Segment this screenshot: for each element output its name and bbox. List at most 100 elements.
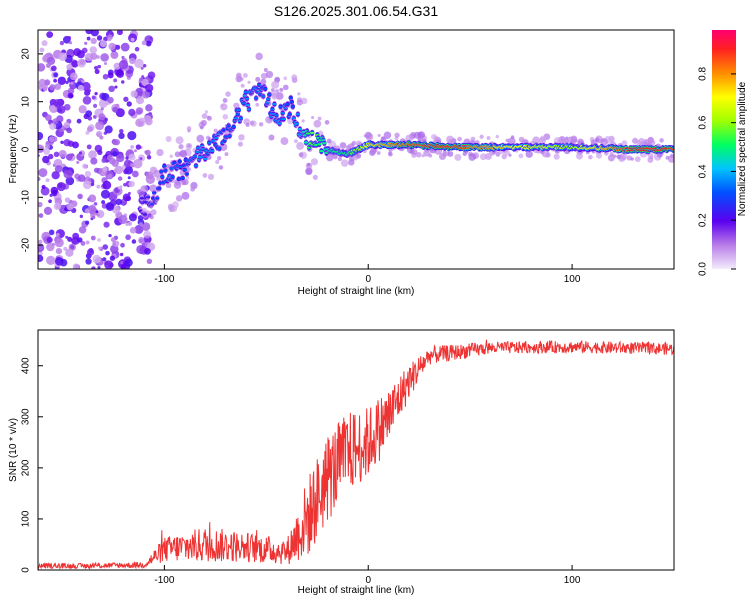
heatmap-noise-cell xyxy=(77,237,83,243)
heatmap-noise-cell xyxy=(134,58,144,69)
heatmap-noise-cell xyxy=(99,40,107,48)
heatmap-noise-cell xyxy=(59,40,65,46)
heatmap-ridge-cell xyxy=(214,136,219,140)
heatmap-noise-cell xyxy=(92,215,96,219)
snr-x-tick-label: -100 xyxy=(154,575,174,586)
heatmap-noise-cell xyxy=(41,184,46,190)
heatmap-noise-cell xyxy=(123,96,129,102)
heatmap-halo-cell xyxy=(139,222,143,227)
heatmap-noise-cell xyxy=(65,176,75,186)
heatmap-noise-cell xyxy=(105,250,110,256)
heatmap-halo-cell xyxy=(201,113,208,119)
heatmap-ridge-cell xyxy=(266,98,271,101)
heatmap-noise-cell xyxy=(77,84,85,92)
heatmap-noise-cell xyxy=(84,165,88,169)
heatmap-halo-cell xyxy=(670,153,674,158)
heatmap-halo-cell xyxy=(296,99,303,106)
heatmap-halo-cell xyxy=(415,151,422,158)
snr-y-tick-label: 300 xyxy=(21,408,32,425)
heatmap-noise-cell xyxy=(119,128,124,134)
heatmap-noise-cell xyxy=(116,30,123,36)
heatmap-halo-cell xyxy=(279,87,284,92)
heatmap-halo-cell xyxy=(187,167,192,171)
heatmap-noise-cell xyxy=(102,166,108,172)
heatmap-halo-cell xyxy=(363,134,367,138)
heatmap-noise-cell xyxy=(86,144,92,150)
heatmap-ridge-cell xyxy=(222,139,227,142)
spectrogram-heatmap xyxy=(38,30,674,269)
heatmap-noise-cell xyxy=(88,150,97,159)
spectrogram-y-tick-label: -10 xyxy=(21,190,32,205)
heatmap-halo-cell xyxy=(596,152,602,159)
heatmap-noise-cell xyxy=(40,186,50,196)
heatmap-ridge-cell xyxy=(267,93,272,96)
heatmap-noise-cell xyxy=(127,221,133,227)
heatmap-noise-cell xyxy=(104,125,113,134)
heatmap-halo-cell xyxy=(240,83,245,88)
heatmap-ridge-cell xyxy=(238,117,244,120)
heatmap-halo-cell xyxy=(280,137,289,145)
heatmap-noise-cell xyxy=(57,105,66,114)
heatmap-noise-cell xyxy=(54,165,63,173)
heatmap-halo-cell xyxy=(186,126,192,131)
heatmap-noise-cell xyxy=(93,167,100,173)
heatmap-noise-cell xyxy=(101,200,106,205)
heatmap-noise-cell xyxy=(141,40,147,46)
heatmap-noise-cell xyxy=(83,180,92,190)
heatmap-halo-cell xyxy=(216,156,222,161)
heatmap-noise-cell xyxy=(49,84,56,91)
heatmap-halo-cell xyxy=(510,135,515,139)
heatmap-noise-cell xyxy=(113,78,118,83)
heatmap-ridge-cell xyxy=(261,95,266,98)
heatmap-halo-cell xyxy=(588,154,593,160)
heatmap-noise-cell xyxy=(102,257,107,262)
heatmap-noise-cell xyxy=(130,145,135,149)
heatmap-noise-cell xyxy=(56,181,66,192)
heatmap-ridge-cell xyxy=(236,108,241,112)
heatmap-ridge-cell xyxy=(145,196,151,199)
heatmap-ridge-cell xyxy=(159,170,164,173)
heatmap-ridge-cell xyxy=(139,197,145,200)
heatmap-noise-cell xyxy=(76,50,85,59)
heatmap-halo-cell xyxy=(621,140,628,147)
heatmap-ridge-cell xyxy=(256,83,262,86)
spectrogram-x-tick-label: -100 xyxy=(154,274,174,285)
heatmap-ridge-cell xyxy=(157,187,162,190)
heatmap-ridge-cell xyxy=(193,164,199,167)
heatmap-noise-cell xyxy=(141,75,145,79)
heatmap-noise-cell xyxy=(102,244,109,250)
heatmap-noise-cell xyxy=(115,103,120,108)
heatmap-noise-cell xyxy=(107,96,114,104)
heatmap-noise-cell xyxy=(118,59,129,70)
heatmap-ridge-cell xyxy=(163,169,168,172)
heatmap-halo-cell xyxy=(594,137,600,143)
heatmap-halo-cell xyxy=(634,156,641,163)
heatmap-halo-cell xyxy=(312,174,318,180)
colorbar-tick-label: 0.6 xyxy=(698,115,709,129)
heatmap-noise-cell xyxy=(118,132,125,140)
heatmap-halo-cell xyxy=(446,135,454,144)
heatmap-ridge-cell xyxy=(295,113,301,116)
heatmap-halo-cell xyxy=(235,75,243,83)
heatmap-halo-cell xyxy=(311,115,315,120)
snr-y-axis-label: SNR (10 * v/v) xyxy=(8,418,19,482)
heatmap-noise-cell xyxy=(72,263,80,269)
heatmap-noise-cell xyxy=(77,174,86,182)
heatmap-halo-cell xyxy=(167,203,174,210)
heatmap-halo-cell xyxy=(301,119,305,123)
heatmap-noise-cell xyxy=(145,104,153,112)
heatmap-halo-cell xyxy=(156,149,164,157)
heatmap-noise-cell xyxy=(72,232,80,240)
heatmap-noise-cell xyxy=(50,186,59,195)
heatmap-noise-cell xyxy=(107,72,114,79)
heatmap-noise-cell xyxy=(128,153,136,161)
heatmap-halo-cell xyxy=(454,153,462,161)
heatmap-halo-cell xyxy=(243,73,248,78)
heatmap-noise-cell xyxy=(67,92,74,99)
heatmap-ridge-cell xyxy=(297,128,303,131)
heatmap-noise-cell xyxy=(93,103,98,108)
heatmap-halo-cell xyxy=(394,132,400,138)
heatmap-noise-cell xyxy=(112,106,119,113)
heatmap-halo-cell xyxy=(310,158,319,166)
heatmap-noise-cell xyxy=(135,144,142,150)
